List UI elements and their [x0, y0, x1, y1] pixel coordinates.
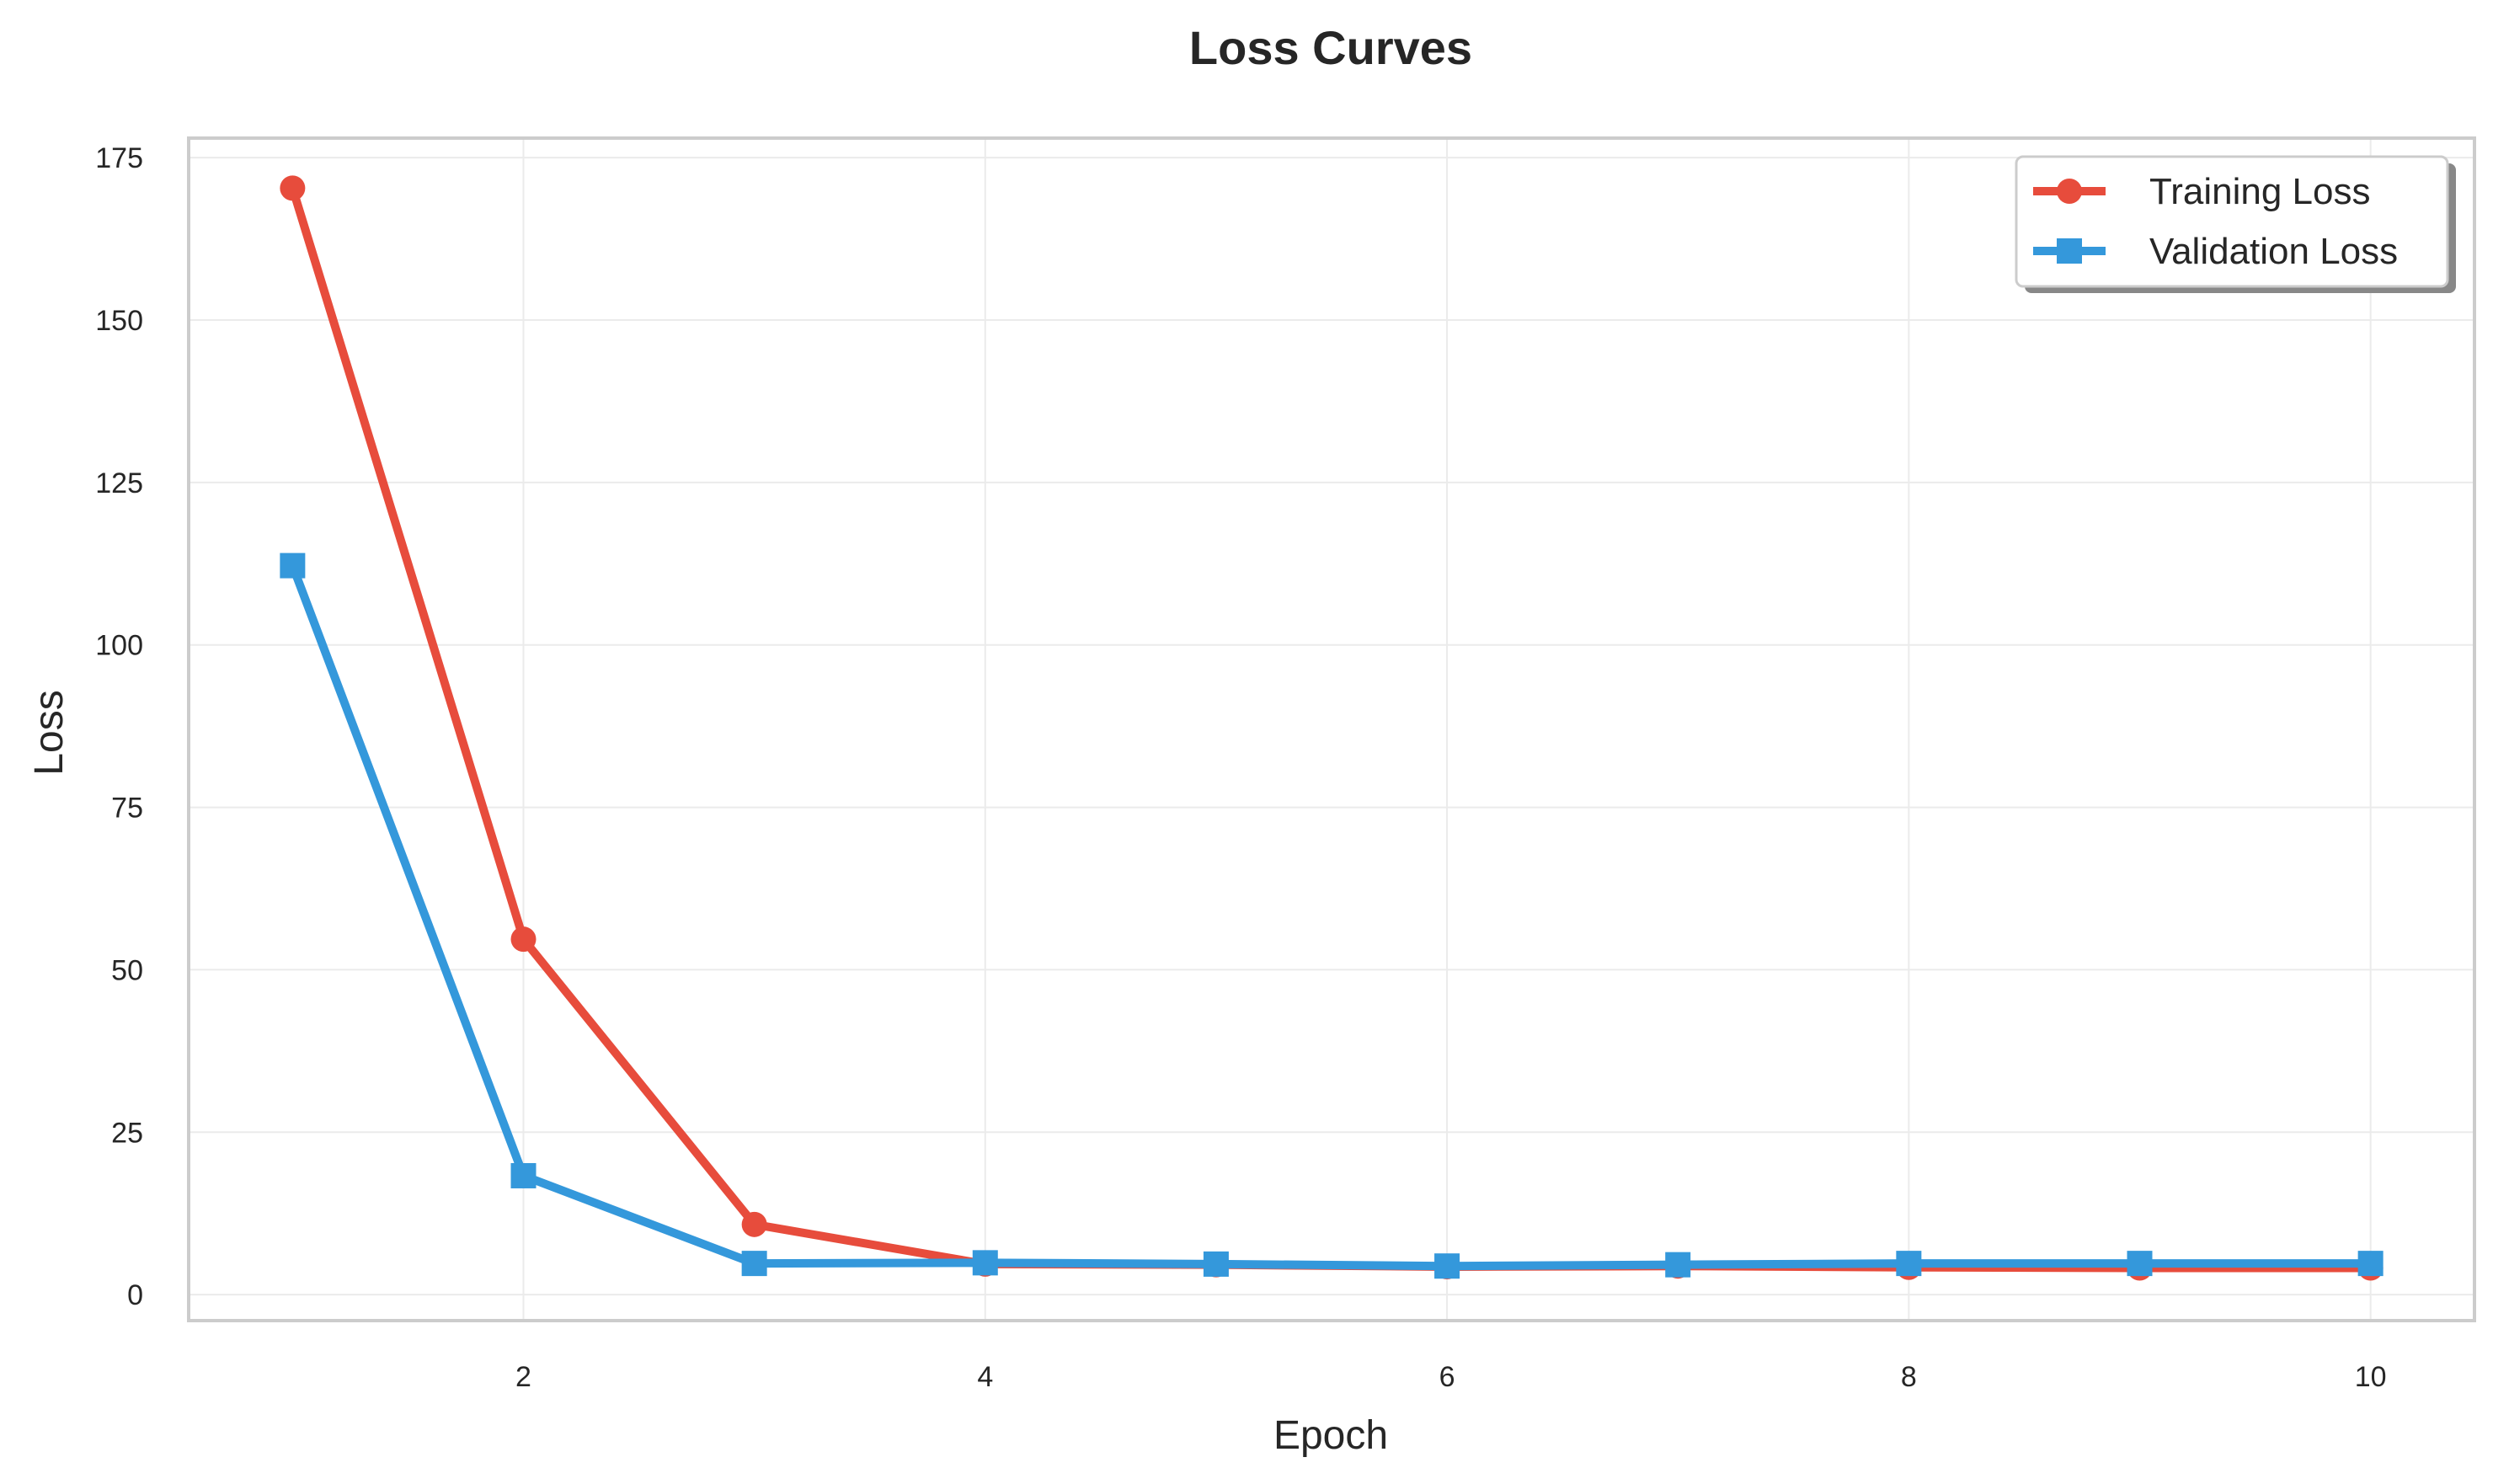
- x-axis-label: Epoch: [1273, 1413, 1388, 1458]
- data-point: [741, 1211, 767, 1237]
- data-point: [510, 926, 537, 953]
- legend-box: [2015, 155, 2449, 288]
- series-training-loss: [280, 175, 2384, 1281]
- y-axis-label: Loss: [27, 690, 72, 775]
- y-tick-label: 0: [127, 1279, 143, 1311]
- x-tick-label: 8: [1901, 1361, 1917, 1393]
- legend-label-training: Training Loss: [2149, 171, 2371, 212]
- series-line: [288, 561, 2375, 1271]
- legend-marker-validation: [2057, 238, 2082, 264]
- data-point: [2357, 1251, 2384, 1277]
- data-point: [2127, 1251, 2153, 1277]
- y-tick-label: 75: [111, 793, 143, 825]
- data-point: [1434, 1253, 1460, 1279]
- legend-label-validation: Validation Loss: [2149, 231, 2398, 272]
- series-line: [288, 184, 2375, 1273]
- y-tick-label: 100: [95, 630, 143, 662]
- series-validation-loss: [280, 552, 2384, 1279]
- y-tick-label: 150: [95, 305, 143, 337]
- y-tick-label: 125: [95, 467, 143, 499]
- legend: Training Loss Validation Loss: [2015, 155, 2456, 293]
- data-point: [1203, 1251, 1229, 1277]
- plot-frame: [187, 136, 2476, 1322]
- chart-title: Loss Curves: [1189, 21, 1472, 74]
- data-point: [280, 552, 306, 579]
- data-point: [280, 175, 306, 201]
- y-tick-label: 175: [95, 142, 143, 174]
- data-point: [510, 1162, 537, 1188]
- data-point: [1896, 1251, 1922, 1277]
- x-tick-label: 2: [515, 1361, 531, 1393]
- legend-marker-training: [2057, 179, 2082, 204]
- x-tick-label: 10: [2355, 1361, 2387, 1393]
- x-tick-label: 6: [1439, 1361, 1455, 1393]
- data-point: [1665, 1252, 1691, 1278]
- x-tick-label: 4: [977, 1361, 993, 1393]
- data-point: [972, 1250, 998, 1276]
- y-tick-label: 50: [111, 954, 143, 986]
- data-point: [741, 1251, 767, 1277]
- plot-series: [280, 175, 2384, 1281]
- grid: [189, 138, 2474, 1321]
- y-tick-label: 25: [111, 1117, 143, 1149]
